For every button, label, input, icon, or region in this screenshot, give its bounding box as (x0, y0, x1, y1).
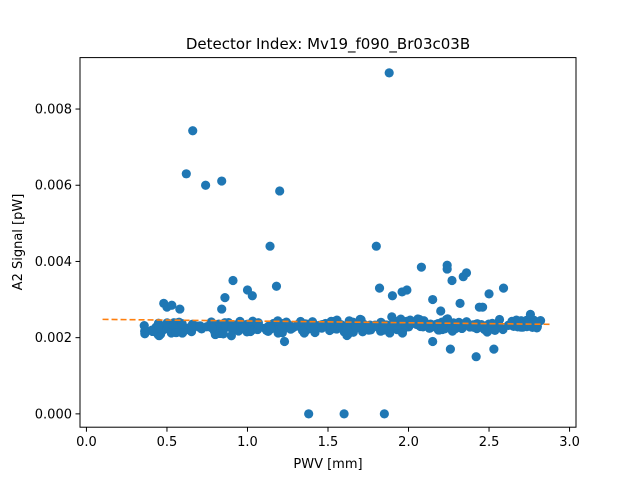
data-point (419, 320, 429, 330)
x-tick-label: 2.5 (479, 435, 500, 450)
data-point-outlier (247, 291, 257, 301)
data-point-outlier (271, 281, 282, 291)
data-point-outlier (275, 186, 285, 196)
plot-frame (79, 57, 577, 428)
data-point-outlier (374, 283, 385, 293)
data-point (532, 323, 542, 333)
data-point-outlier (428, 294, 438, 305)
data-point-outlier (279, 336, 290, 347)
data-point (188, 321, 198, 332)
data-point (468, 320, 478, 330)
y-tick-label: 0.000 (35, 407, 72, 422)
y-tick-label: 0.002 (35, 331, 72, 346)
data-point (178, 327, 188, 337)
data-point-outlier (489, 344, 499, 354)
data-point-outlier (304, 409, 314, 419)
data-point-outlier (265, 241, 275, 251)
x-tick-label: 1.0 (237, 435, 258, 450)
data-point-outlier (181, 169, 191, 179)
y-axis-label: A2 Signal [pW] (11, 194, 26, 291)
data-point-outlier (167, 300, 177, 310)
data-point-outlier (217, 176, 227, 186)
data-point (171, 327, 181, 338)
data-point (177, 318, 187, 329)
data-point (396, 314, 406, 324)
data-point (378, 325, 389, 335)
x-tick-label: 2.0 (398, 435, 419, 450)
fit-line (102, 318, 551, 326)
data-point (238, 322, 248, 332)
chart-title: Detector Index: Mv19_f090_Br03c03B (186, 35, 470, 54)
data-point-outlier (442, 264, 452, 274)
data-point-outlier (387, 291, 398, 301)
data-point-outlier (371, 241, 381, 251)
data-point (140, 329, 150, 339)
data-point (309, 322, 320, 332)
data-point-outlier (416, 262, 426, 272)
data-point-outlier (188, 126, 198, 136)
y-tick-label: 0.006 (35, 179, 72, 194)
data-point-outlier (339, 409, 349, 419)
x-tick-label: 0.0 (76, 435, 97, 450)
data-point (266, 324, 276, 334)
data-point (147, 326, 158, 337)
data-point-outlier (228, 275, 238, 286)
data-point-outlier (445, 344, 455, 354)
data-point (341, 325, 352, 335)
data-point-outlier (218, 329, 228, 339)
data-point (397, 328, 408, 338)
x-tick-label: 3.0 (559, 435, 580, 450)
data-point (317, 323, 327, 333)
data-point-outlier (471, 352, 481, 362)
data-point-outlier (436, 306, 446, 316)
data-point-outlier (379, 409, 389, 419)
x-tick-label: 1.5 (318, 435, 339, 450)
data-point-outlier (175, 304, 185, 314)
data-point (450, 324, 461, 334)
data-point (490, 325, 500, 335)
data-point-outlier (478, 302, 488, 312)
data-point-outlier (226, 331, 236, 341)
data-point-outlier (384, 68, 394, 78)
data-point-outlier (498, 283, 509, 293)
y-tick-label: 0.008 (35, 103, 72, 118)
data-point (248, 316, 258, 326)
data-point-outlier (455, 298, 465, 308)
data-point-outlier (220, 293, 230, 303)
data-points (139, 68, 546, 419)
data-point-outlier (201, 180, 211, 190)
data-point-outlier (428, 336, 438, 347)
data-point-outlier (217, 304, 227, 314)
x-axis-ticks: 0.0 0.5 1.0 1.5 2.0 2.5 3.0 (76, 427, 580, 450)
data-point (227, 323, 237, 333)
data-point-outlier (461, 268, 472, 278)
x-axis-label: PWV [mm] (293, 457, 362, 472)
y-axis-ticks: 0.000 0.002 0.004 0.006 0.008 (35, 103, 80, 422)
data-point-outlier (207, 323, 217, 333)
data-point-outlier (447, 275, 457, 286)
x-tick-label: 0.5 (157, 435, 178, 450)
data-point (286, 324, 296, 334)
data-point-outlier (402, 285, 412, 295)
data-point-outlier (484, 289, 494, 299)
data-point (525, 309, 536, 319)
data-point (299, 328, 309, 338)
y-tick-label: 0.004 (35, 255, 72, 270)
